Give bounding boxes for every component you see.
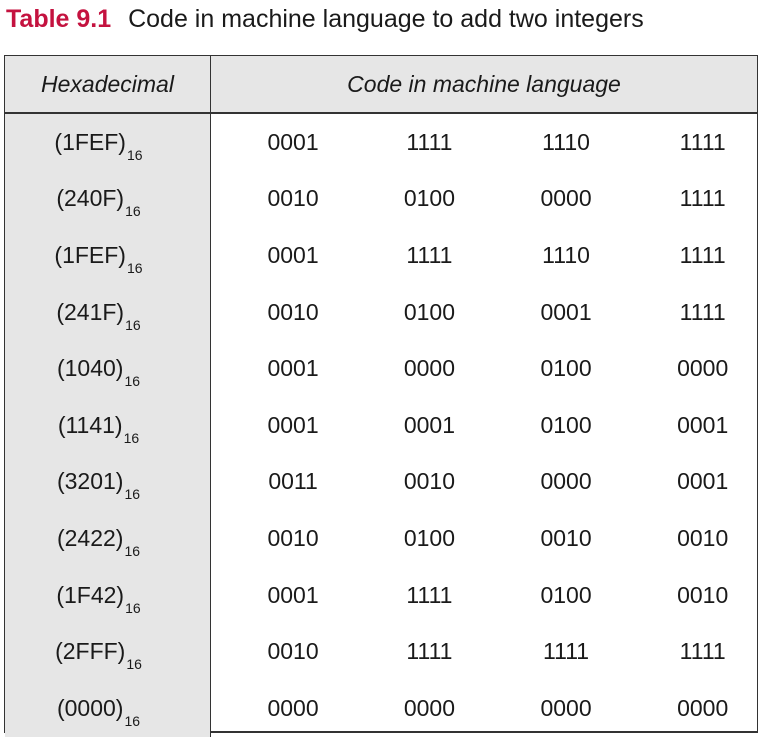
table-row: (0000)16 0000 0000 0000 0000 (5, 679, 757, 737)
binary-nibble-cell: 1111 (406, 581, 453, 608)
binary-nibble-cell: 0010 (403, 468, 456, 495)
binary-nibble-cell: 0010 (267, 638, 319, 665)
binary-nibble-cell: 1111 (406, 638, 453, 665)
binary-nibble-cell: 0000 (540, 694, 592, 721)
hex-value: (0000) (56, 694, 124, 721)
binary-nibble-cell: 1111 (679, 128, 726, 155)
machine-code-table: Hexadecimal Code in machine language (1F… (4, 55, 758, 737)
hex-base-subscript: 16 (124, 486, 141, 503)
binary-nibble-cell: 0000 (677, 694, 729, 721)
binary-nibble-cell: 0011 (268, 468, 318, 495)
binary-nibble-cell: 1111 (679, 638, 726, 665)
binary-nibble-cell: 0001 (677, 468, 729, 495)
header-machine-code: Code in machine language (210, 56, 757, 114)
binary-nibble-cell: 0000 (540, 468, 592, 495)
binary-nibble-cell: 0100 (403, 185, 456, 212)
hex-cell: (2422)16 (5, 510, 211, 567)
hex-cell: (3201)16 (5, 453, 211, 511)
binary-nibble-cell: 0010 (677, 524, 729, 551)
binary-nibble-cell: 1111 (679, 185, 726, 212)
hex-base-subscript: 16 (126, 259, 143, 276)
hex-cell: (1FEF)16 (5, 227, 211, 284)
binary-nibble-cell: 1110 (542, 128, 590, 155)
binary-nibble-cell: 0001 (267, 128, 319, 155)
table-caption: Table 9.1 Code in machine language to ad… (6, 3, 644, 35)
hex-base-subscript: 16 (125, 316, 141, 333)
hex-cell: (240F)16 (5, 170, 211, 228)
binary-nibble-cell: 0001 (403, 411, 456, 438)
hex-base-subscript: 16 (123, 429, 140, 446)
caption-label: Table 9.1 (6, 5, 112, 33)
binary-nibble-cell: 0100 (403, 524, 456, 551)
table-row: (2FFF)16 0010 1111 1111 1111 (5, 623, 757, 680)
hex-value: (240F) (56, 185, 125, 212)
binary-nibble-cell: 0001 (267, 411, 319, 438)
binary-nibble-cell: 0000 (267, 694, 319, 721)
hex-base-subscript: 16 (124, 712, 141, 729)
hex-cell: (1F42)16 (5, 566, 211, 624)
hex-cell: (0000)16 (5, 679, 211, 737)
binary-nibble-cell: 0000 (403, 355, 456, 382)
table-row: (2422)16 0010 0100 0010 0010 (5, 510, 757, 567)
binary-nibble-cell: 1110 (542, 241, 590, 268)
hex-value: (1FEF) (54, 128, 126, 155)
hex-cell: (1040)16 (5, 340, 211, 397)
hex-cell: (2FFF)16 (5, 623, 211, 680)
hex-base-subscript: 16 (124, 542, 141, 559)
caption-text: Code in machine language to add two inte… (128, 5, 644, 33)
hex-value: (3201) (56, 468, 124, 495)
binary-nibble-cell: 0100 (540, 411, 592, 438)
binary-nibble-cell: 0001 (267, 581, 319, 608)
binary-nibble-cell: 0000 (677, 355, 729, 382)
hex-cell: (1141)16 (5, 396, 211, 454)
hex-value: (1141) (57, 411, 123, 438)
binary-nibble-cell: 0001 (267, 355, 319, 382)
binary-nibble-cell: 1111 (543, 638, 590, 665)
hex-base-subscript: 16 (125, 203, 141, 220)
binary-nibble-cell: 1111 (406, 241, 453, 268)
hex-value: (2422) (56, 524, 124, 551)
table-row: (1FEF)16 0001 1111 1110 1111 (5, 227, 757, 284)
hex-cell: (1FEF)16 (5, 113, 211, 171)
binary-nibble-cell: 0100 (540, 355, 592, 382)
hex-value: (1040) (56, 355, 124, 382)
header-hexadecimal: Hexadecimal (5, 56, 211, 114)
hex-base-subscript: 16 (124, 373, 141, 390)
table-row: (1F42)16 0001 1111 0100 0010 (5, 566, 757, 624)
binary-nibble-cell: 0010 (267, 298, 319, 325)
binary-nibble-cell: 0000 (540, 185, 592, 212)
binary-nibble-cell: 0000 (403, 694, 456, 721)
hex-value: (1F42) (56, 581, 125, 608)
hex-base-subscript: 16 (125, 599, 141, 616)
header-row: Hexadecimal Code in machine language (5, 56, 757, 114)
table-row: (1141)16 0001 0001 0100 0001 (5, 396, 757, 454)
table-row: (3201)16 0011 0010 0000 0001 (5, 453, 757, 511)
hex-value: (241F) (56, 298, 125, 325)
binary-nibble-cell: 1111 (679, 241, 726, 268)
binary-nibble-cell: 0010 (267, 185, 319, 212)
table-row: (1040)16 0001 0000 0100 0000 (5, 340, 757, 397)
hex-cell: (241F)16 (5, 283, 211, 341)
table-row: (241F)16 0010 0100 0001 1111 (5, 283, 757, 341)
binary-nibble-cell: 0010 (540, 524, 592, 551)
hex-value: (1FEF) (54, 241, 126, 268)
table-row: (1FEF)16 0001 1111 1110 1111 (5, 113, 757, 171)
table-row: (240F)16 0010 0100 0000 1111 (5, 170, 757, 228)
hex-value: (2FFF) (55, 638, 126, 665)
binary-nibble-cell: 0100 (403, 298, 456, 325)
binary-nibble-cell: 0010 (267, 524, 319, 551)
binary-nibble-cell: 0001 (267, 241, 319, 268)
binary-nibble-cell: 0100 (540, 581, 592, 608)
hex-base-subscript: 16 (126, 146, 143, 163)
binary-nibble-cell: 1111 (406, 128, 453, 155)
binary-nibble-cell: 0001 (677, 411, 729, 438)
hex-base-subscript: 16 (126, 656, 142, 673)
binary-nibble-cell: 0010 (677, 581, 729, 608)
binary-nibble-cell: 1111 (679, 298, 726, 325)
binary-nibble-cell: 0001 (540, 298, 592, 325)
